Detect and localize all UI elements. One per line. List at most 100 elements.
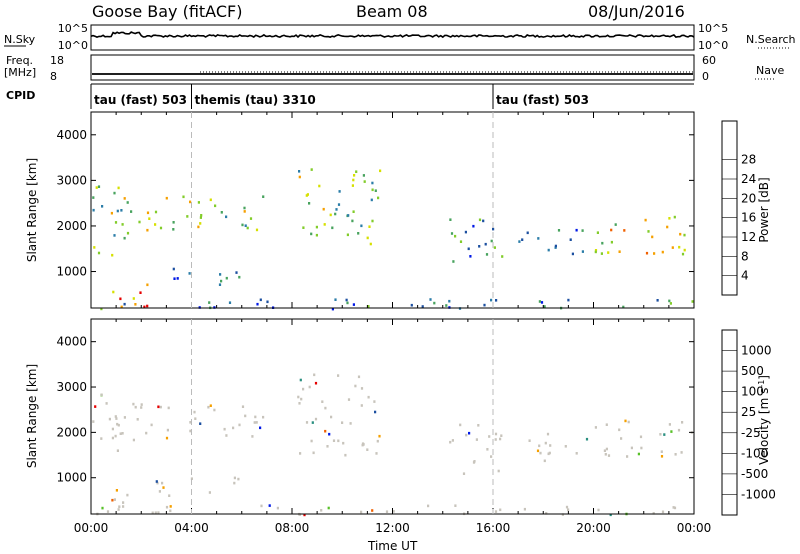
data-cell — [385, 510, 389, 513]
data-cell — [209, 404, 212, 407]
data-cell — [92, 420, 95, 423]
data-cell — [172, 267, 175, 271]
data-cell — [134, 405, 137, 409]
data-cell — [332, 439, 336, 442]
nave-label: Nave — [756, 64, 784, 77]
data-cell — [155, 480, 158, 483]
data-cell — [347, 398, 351, 401]
velocity-colorbar-tick-label: -1000 — [741, 487, 776, 501]
data-cell — [483, 303, 486, 307]
data-cell — [600, 252, 603, 255]
date-title: 08/Jun/2016 — [588, 2, 685, 21]
data-cell — [448, 299, 451, 303]
data-cell — [162, 486, 165, 489]
data-cell — [189, 200, 192, 204]
data-cell — [100, 437, 103, 440]
data-cell — [488, 435, 491, 438]
data-cell — [475, 438, 478, 441]
data-cell — [308, 385, 311, 389]
data-cell — [571, 252, 574, 256]
data-cell — [360, 404, 363, 407]
data-cell — [547, 452, 550, 456]
data-cell — [315, 225, 318, 229]
data-cell — [537, 237, 540, 240]
data-cell — [656, 299, 659, 302]
data-cell — [308, 202, 311, 205]
data-cell — [220, 279, 223, 283]
data-cell — [112, 290, 115, 294]
data-cell — [670, 430, 673, 433]
data-cell — [490, 298, 493, 302]
data-cell — [331, 307, 334, 311]
data-cell — [679, 232, 682, 236]
data-cell — [454, 504, 457, 507]
data-cell — [262, 415, 265, 419]
data-cell — [640, 446, 643, 450]
data-cell — [567, 508, 570, 511]
velocity-colorbar-label-end: ] — [757, 375, 771, 380]
data-cell — [199, 216, 202, 219]
data-cell — [251, 435, 254, 438]
data-cell — [200, 214, 203, 217]
data-cell — [113, 191, 116, 195]
data-cell — [116, 422, 119, 426]
data-cell — [691, 300, 694, 303]
velocity-colorbar-tick-label: -25 — [741, 426, 761, 440]
data-cell — [150, 423, 153, 427]
data-cell — [594, 426, 597, 429]
velocity-panel-frame — [90, 318, 695, 515]
data-cell — [526, 231, 529, 235]
data-cell — [208, 491, 211, 494]
data-cell — [647, 230, 650, 233]
data-cell — [165, 505, 169, 509]
data-cell — [450, 232, 454, 235]
power-colorbar-tick-label: 20 — [741, 191, 756, 205]
data-cell — [121, 432, 124, 435]
data-cell — [182, 195, 185, 199]
nsky-label: N.Sky — [4, 33, 36, 46]
data-cell — [310, 232, 313, 236]
data-cell — [254, 415, 257, 419]
data-cell — [467, 247, 470, 251]
y-tick-label: 4000 — [56, 335, 87, 349]
data-cell — [478, 218, 482, 222]
freq-label-line1: Freq. — [6, 54, 33, 67]
data-cell — [159, 405, 162, 409]
data-cell — [478, 245, 481, 248]
data-cell — [146, 304, 149, 308]
data-cell — [352, 303, 355, 306]
data-cell — [605, 423, 608, 426]
velocity-colorbar-tick-label: 500 — [741, 364, 764, 378]
data-cell — [371, 509, 374, 512]
data-cell — [362, 174, 365, 177]
data-cell — [260, 504, 263, 508]
data-cell — [117, 423, 120, 427]
y-tick-label: 2000 — [56, 219, 87, 233]
data-cell — [161, 481, 164, 485]
data-cell — [653, 252, 656, 255]
data-cell — [134, 303, 137, 306]
data-cell — [346, 233, 349, 237]
data-cell — [680, 451, 683, 454]
data-cell — [493, 246, 496, 249]
data-cell — [485, 253, 489, 256]
data-cell — [243, 206, 246, 210]
data-cell — [492, 227, 495, 231]
x-tick-label: 00:00 — [74, 521, 109, 535]
cpid-segments: tau (fast) 503 themis (tau) 3310 tau (fast… — [90, 84, 589, 109]
data-cell — [199, 422, 202, 425]
data-cell — [368, 225, 371, 228]
data-cell — [668, 217, 671, 220]
data-cell — [302, 226, 305, 229]
data-cell — [357, 232, 360, 235]
data-cell — [123, 416, 126, 419]
data-cell — [120, 305, 123, 309]
data-cell — [473, 460, 476, 463]
data-cell — [241, 405, 245, 408]
data-cell — [139, 291, 142, 294]
data-cell — [427, 504, 430, 508]
data-cell — [123, 302, 126, 306]
data-cell — [167, 406, 170, 410]
data-cell — [214, 204, 217, 208]
data-cell — [626, 455, 629, 458]
